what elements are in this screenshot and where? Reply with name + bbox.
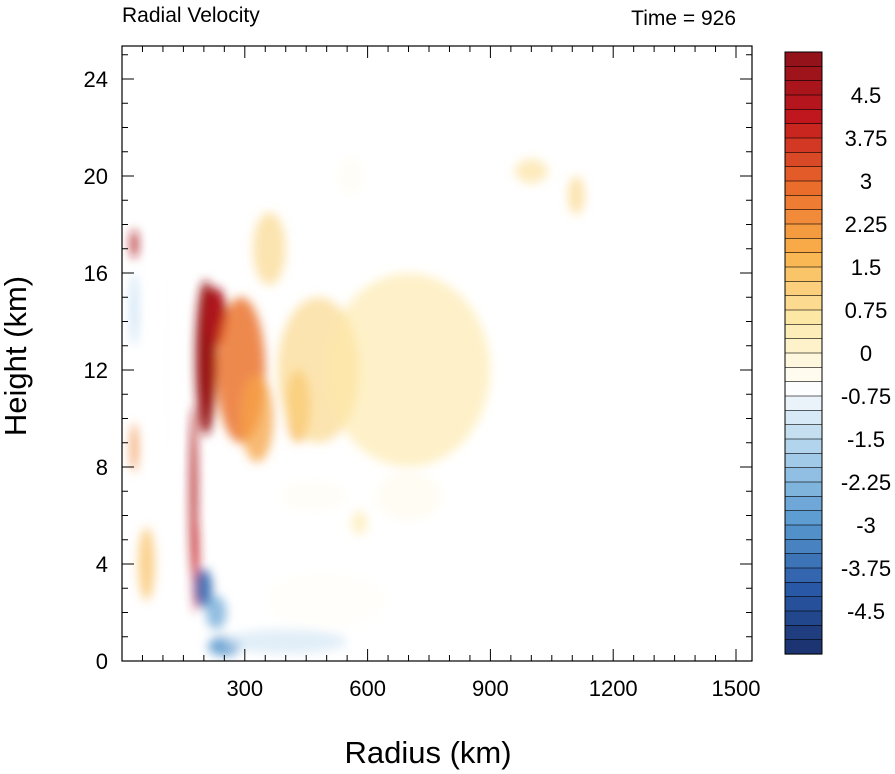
colorbar-bin [784, 410, 823, 426]
colorbar-label: 0.75 [845, 298, 888, 323]
x-tick-label: 900 [472, 676, 509, 701]
colorbar-bin [784, 266, 823, 282]
x-tick-label: 300 [226, 676, 263, 701]
velocity-cell [240, 374, 274, 463]
colorbar-bin [784, 338, 823, 354]
x-tick-label: 1500 [712, 676, 761, 701]
colorbar-bin [784, 596, 823, 612]
y-tick-label: 16 [84, 261, 108, 286]
x-tick-label: 1200 [589, 676, 638, 701]
colorbar-label: -4.5 [847, 599, 885, 624]
colorbar-bin [784, 123, 823, 139]
colorbar-bin [784, 467, 823, 483]
y-tick-label: 0 [96, 649, 108, 674]
colorbar-bin [784, 324, 823, 340]
velocity-cell [205, 595, 227, 630]
colorbar-bin [784, 395, 823, 411]
colorbar-bin [784, 453, 823, 469]
colorbar-bin [784, 180, 823, 196]
velocity-cell [265, 571, 389, 630]
colorbar: 4.5 3.75 3 2.25 1.5 0.75 0 -0.75 -1.5 -2.25 -3 -3.7… [784, 51, 891, 655]
colorbar-bin [784, 109, 823, 125]
colorbar-bin [784, 223, 823, 239]
velocity-cell [138, 527, 155, 601]
y-tick-label: 24 [84, 67, 108, 92]
colorbar-bin [784, 309, 823, 325]
velocity-cell [252, 212, 286, 286]
y-axis-label: Height (km) [0, 276, 33, 436]
x-axis-label: Radius (km) [344, 735, 511, 770]
x-axis: 300 600 900 1200 1500 [141, 46, 761, 701]
velocity-cell [160, 224, 174, 516]
colorbar-label: 4.5 [851, 83, 882, 108]
x-tick-label: 600 [349, 676, 386, 701]
colorbar-bin [784, 66, 823, 82]
velocity-cell [375, 471, 442, 521]
colorbar-bin [784, 496, 823, 512]
colorbar-bin [784, 539, 823, 555]
colorbar-label: -3 [856, 513, 876, 538]
colorbar-bin [784, 524, 823, 540]
velocity-cell [514, 159, 548, 184]
colorbar-bin [784, 567, 823, 583]
colorbar-bin [784, 610, 823, 626]
velocity-cell [131, 423, 138, 472]
colorbar-bin [784, 137, 823, 153]
colorbar-label: 3 [860, 169, 872, 194]
colorbar-bin [784, 510, 823, 526]
velocity-cell [351, 510, 368, 535]
velocity-cell [338, 156, 364, 196]
colorbar-bin [784, 94, 823, 110]
colorbar-bin [784, 80, 823, 96]
velocity-cell [195, 568, 213, 608]
colorbar-bin [784, 51, 823, 67]
y-tick-label: 20 [84, 164, 108, 189]
velocity-cell [224, 629, 348, 654]
colorbar-label: -3.75 [841, 556, 891, 581]
colorbar-label: 2.25 [845, 212, 888, 237]
velocity-cell [131, 229, 138, 259]
colorbar-label: 3.75 [845, 126, 888, 151]
velocity-cell [130, 273, 139, 346]
velocity-cell [326, 273, 491, 467]
colorbar-label: -1.5 [847, 427, 885, 452]
velocity-field [130, 156, 585, 657]
colorbar-bin [784, 152, 823, 168]
colorbar-bin [784, 166, 823, 182]
colorbar-bin [784, 281, 823, 297]
colorbar-bin [784, 295, 823, 311]
y-tick-label: 4 [96, 552, 108, 577]
colorbar-bin [784, 438, 823, 454]
colorbar-frame [784, 51, 823, 655]
colorbar-bin [784, 352, 823, 368]
velocity-cell [281, 481, 348, 511]
y-tick-label: 12 [84, 358, 108, 383]
colorbar-bin [784, 639, 823, 655]
plot-frame [121, 45, 753, 662]
colorbar-bin [784, 195, 823, 211]
colorbar-bin [784, 381, 823, 397]
colorbar-label: -0.75 [841, 384, 891, 409]
colorbar-bin [784, 481, 823, 497]
colorbar-bin [784, 367, 823, 383]
y-tick-label: 8 [96, 455, 108, 480]
colorbar-bin [784, 553, 823, 569]
colorbar-bin [784, 252, 823, 268]
colorbar-label: -2.25 [841, 470, 891, 495]
colorbar-bin [784, 238, 823, 254]
colorbar-bin [784, 424, 823, 440]
colorbar-label: 1.5 [851, 255, 882, 280]
title-left: Radial Velocity [122, 4, 260, 27]
y-axis: 0 4 8 12 16 20 24 [84, 54, 752, 674]
velocity-cell [568, 176, 585, 215]
colorbar-bin [784, 209, 823, 225]
colorbar-bin [784, 625, 823, 641]
title-right: Time = 926 [631, 7, 736, 30]
colorbar-label: 0 [860, 341, 872, 366]
colorbar-bin [784, 582, 823, 598]
